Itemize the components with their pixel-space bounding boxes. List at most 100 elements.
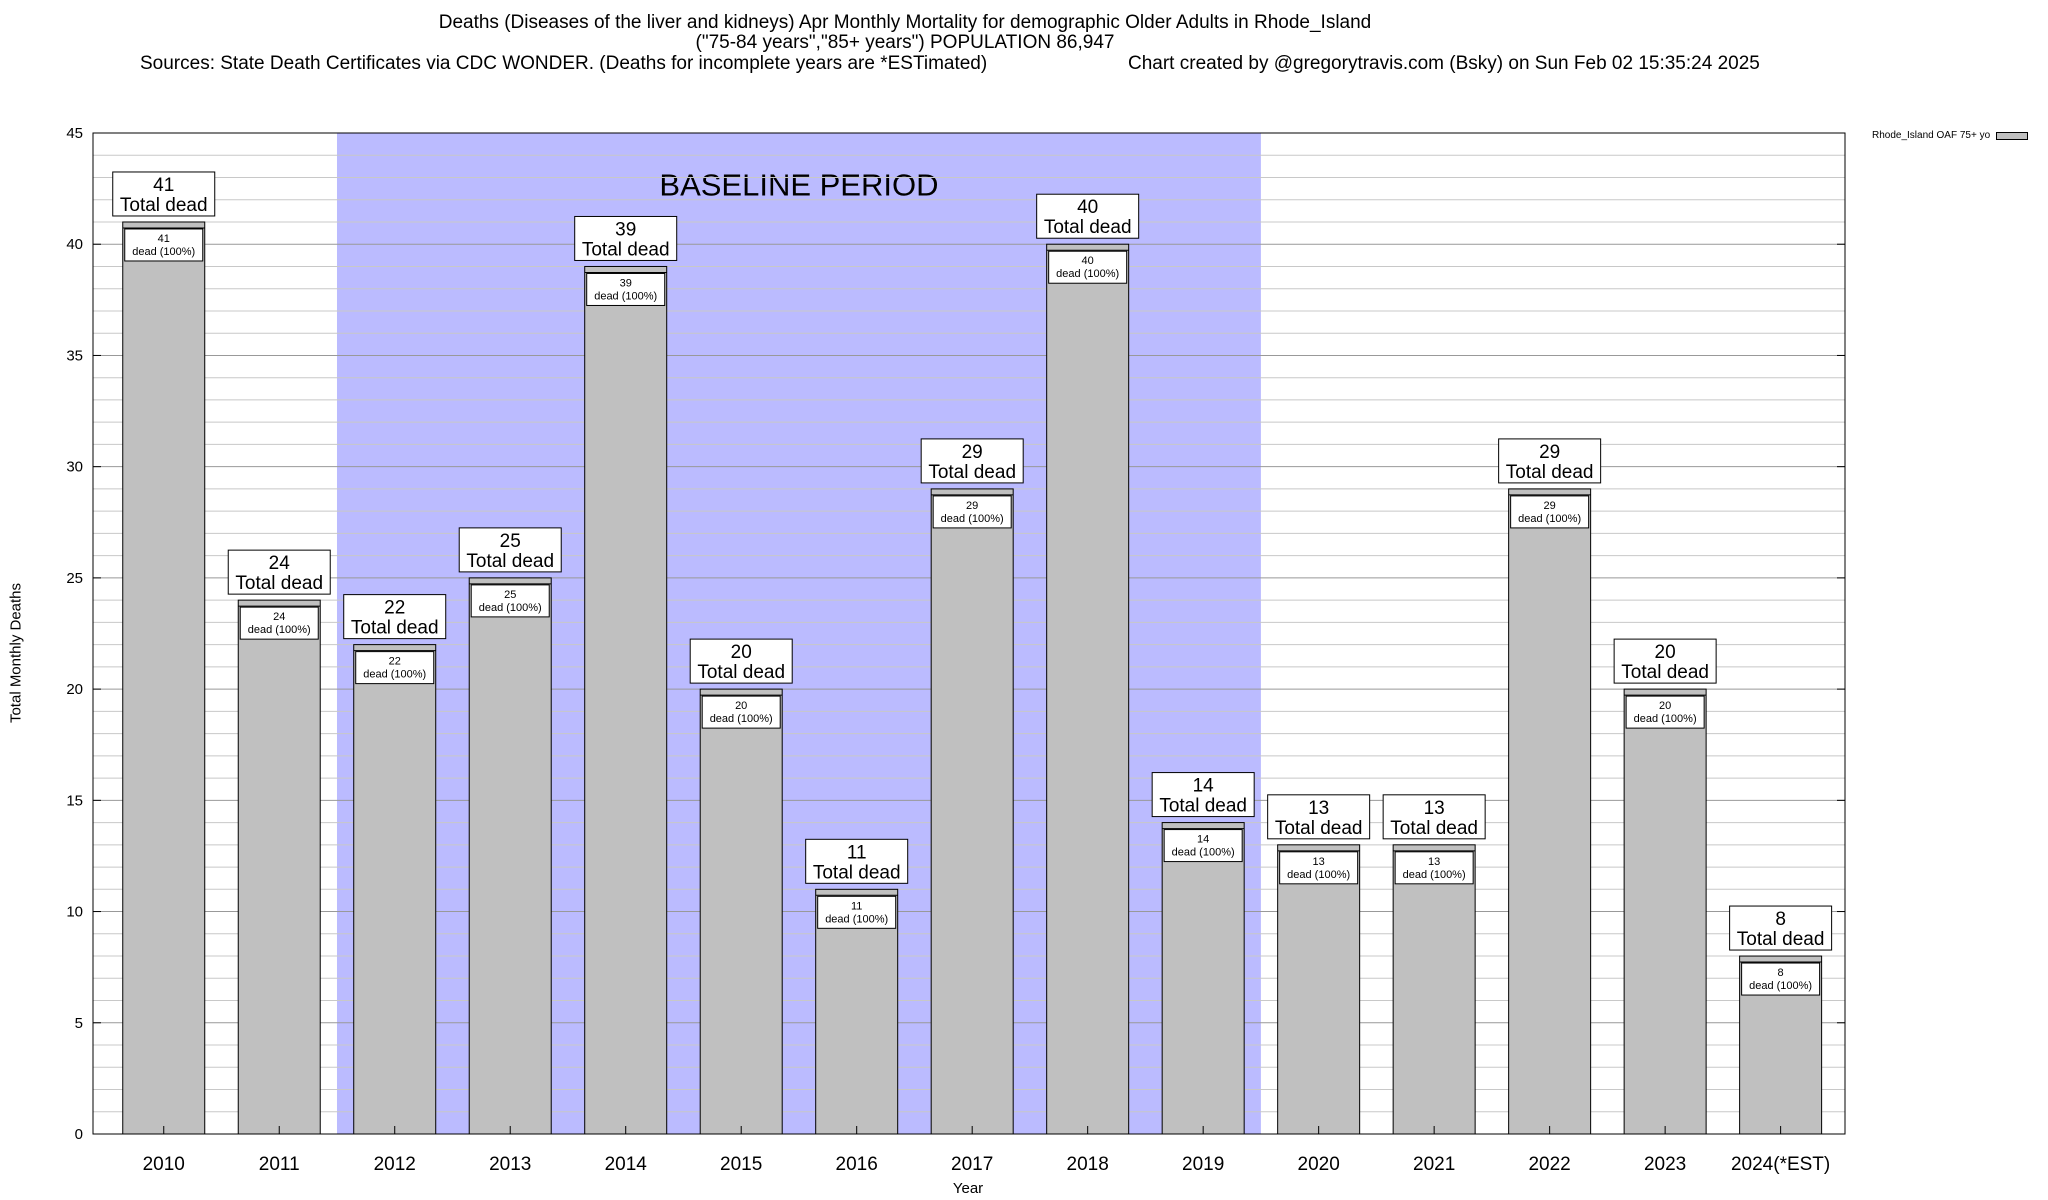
bar	[699, 688, 783, 1135]
inner-label-box	[355, 651, 435, 685]
top-label-text: Total dead	[1506, 462, 1594, 483]
top-label-text: Total dead	[235, 573, 323, 594]
top-label-text: Total dead	[582, 239, 670, 260]
top-label-box	[805, 838, 909, 884]
top-label-box	[1036, 193, 1140, 239]
inner-label-text: dead (100%)	[1403, 869, 1466, 881]
y-tick-label: 20	[66, 681, 83, 698]
top-label-text: Total dead	[351, 618, 439, 639]
y-axis-label: Total Monthly Deaths	[7, 582, 25, 724]
bar	[584, 265, 668, 1135]
top-label-value: 8	[1775, 909, 1786, 930]
inner-label-text: dead (100%)	[132, 246, 195, 258]
top-label-text: Total dead	[1159, 796, 1247, 817]
top-label-box	[1382, 794, 1486, 840]
inner-label-text: dead (100%)	[1287, 869, 1350, 881]
y-tick-label: 10	[66, 904, 83, 921]
top-label-box	[1151, 772, 1255, 818]
top-label-text: Total dead	[120, 195, 208, 216]
top-label-value: 24	[269, 553, 291, 574]
inner-label-box	[1048, 250, 1128, 284]
x-tick-label: 2018	[1067, 1154, 1109, 1175]
top-label-box	[227, 549, 331, 595]
top-label-value: 22	[384, 598, 405, 619]
inner-label-text: dead (100%)	[363, 669, 426, 681]
chart-legend: Rhode_Island OAF 75+ yo	[1872, 130, 2029, 141]
top-label-value: 11	[847, 842, 867, 863]
top-label-box	[1729, 905, 1833, 951]
x-tick-label: 2010	[143, 1154, 185, 1175]
top-label-text: Total dead	[928, 462, 1016, 483]
x-tick-label: 2020	[1298, 1154, 1340, 1175]
inner-label-text: dead (100%)	[1056, 268, 1119, 280]
inner-label-value: 20	[735, 700, 747, 712]
top-label-text: Total dead	[1390, 818, 1478, 839]
top-label-value: 20	[1655, 642, 1676, 663]
bar	[237, 599, 321, 1135]
inner-label-text: dead (100%)	[479, 602, 542, 614]
top-label-box	[343, 594, 447, 640]
inner-label-box	[1510, 495, 1590, 529]
bar	[122, 221, 206, 1135]
top-label-value: 39	[615, 219, 636, 240]
y-tick-label: 35	[66, 347, 83, 364]
top-label-box	[112, 171, 216, 217]
x-tick-label: 2016	[836, 1154, 878, 1175]
bar	[468, 577, 552, 1135]
bar	[1508, 488, 1592, 1135]
top-label-box	[1498, 438, 1602, 484]
inner-label-text: dead (100%)	[594, 290, 657, 302]
inner-label-value: 39	[620, 277, 632, 289]
top-label-text: Total dead	[466, 551, 554, 572]
inner-label-box	[1279, 851, 1359, 885]
y-tick-label: 45	[66, 125, 83, 142]
y-tick-label: 0	[75, 1126, 83, 1143]
inner-label-text: dead (100%)	[248, 624, 311, 636]
bar	[1046, 243, 1130, 1135]
x-tick-label: 2012	[374, 1154, 416, 1175]
x-tick-label: 2013	[489, 1154, 531, 1175]
top-label-box	[1613, 638, 1717, 684]
chart-sources: Sources: State Death Certificates via CD…	[140, 53, 988, 74]
chart-subtitle: ("75-84 years","85+ years") POPULATION 8…	[695, 32, 1115, 53]
top-label-value: 40	[1077, 197, 1098, 218]
x-tick-label: 2015	[720, 1154, 762, 1175]
inner-label-text: dead (100%)	[941, 513, 1004, 525]
inner-label-box	[239, 606, 319, 640]
bar	[1277, 844, 1361, 1135]
top-label-value: 13	[1424, 798, 1445, 819]
inner-label-box	[470, 584, 550, 618]
inner-label-text: dead (100%)	[1634, 713, 1697, 725]
x-tick-label: 2011	[259, 1154, 300, 1175]
y-tick-label: 30	[66, 459, 83, 476]
inner-label-value: 22	[389, 656, 401, 668]
inner-label-text: dead (100%)	[1749, 980, 1812, 992]
inner-label-box	[1625, 695, 1705, 729]
inner-label-value: 40	[1082, 255, 1094, 267]
inner-label-box	[1163, 829, 1243, 863]
inner-label-value: 13	[1428, 856, 1440, 868]
inner-label-text: dead (100%)	[710, 713, 773, 725]
top-label-value: 14	[1193, 776, 1215, 797]
chart-title: Deaths (Diseases of the liver and kidney…	[438, 12, 1372, 33]
top-label-text: Total dead	[1621, 662, 1709, 683]
bar	[930, 488, 1014, 1135]
bar	[1623, 688, 1707, 1135]
inner-label-box	[817, 895, 897, 929]
top-label-text: Total dead	[1275, 818, 1363, 839]
x-axis-label: Year	[952, 1180, 984, 1197]
inner-label-text: dead (100%)	[1172, 847, 1235, 859]
chart-credit: Chart created by @gregorytravis.com (Bsk…	[1128, 53, 1760, 74]
y-tick-label: 15	[66, 792, 83, 809]
y-tick-label: 40	[66, 236, 83, 253]
top-label-value: 41	[153, 175, 174, 196]
inner-label-box	[586, 272, 666, 306]
inner-label-value: 24	[273, 611, 285, 623]
inner-label-value: 29	[1544, 500, 1556, 512]
inner-label-text: dead (100%)	[825, 913, 888, 925]
legend-swatch	[1996, 131, 2029, 140]
bar	[1161, 822, 1245, 1135]
inner-label-value: 29	[966, 500, 978, 512]
top-label-value: 13	[1308, 798, 1329, 819]
